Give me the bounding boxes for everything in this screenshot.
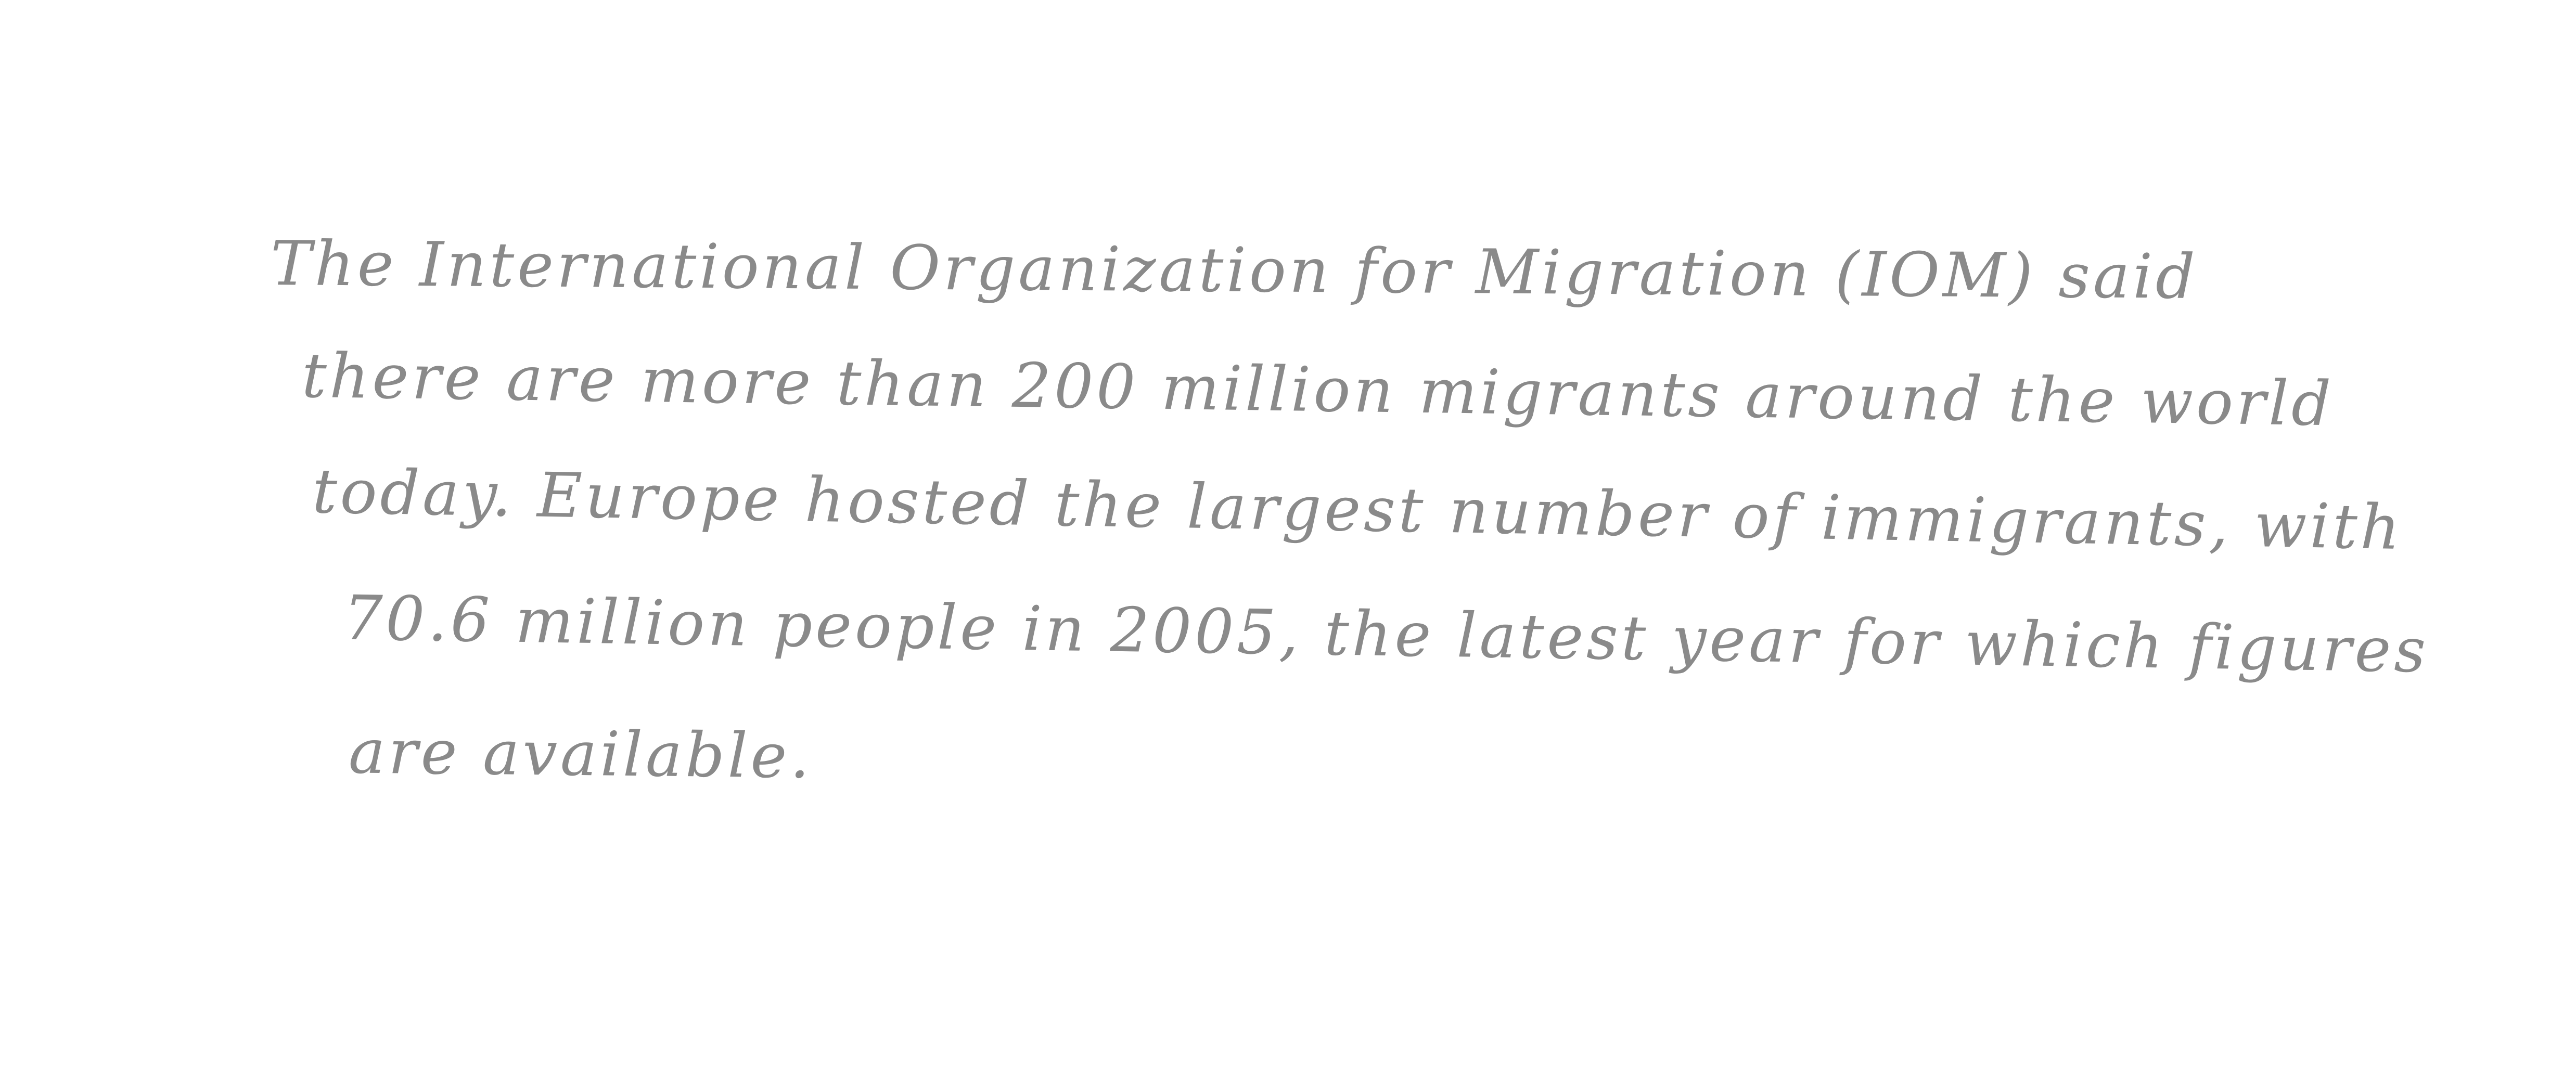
handwritten-paragraph: The International Organization for Migra… (270, 227, 2508, 853)
handwritten-line-4: 70.6 million people in 2005, the latest … (343, 582, 2430, 687)
handwritten-line-1: The International Organization for Migra… (270, 227, 2199, 313)
handwritten-line-3: today. Europe hosted the largest number … (312, 455, 2404, 564)
handwritten-line-5: are available. (348, 715, 813, 792)
handwritten-line-2: there are more than 200 million migrants… (301, 339, 2335, 440)
